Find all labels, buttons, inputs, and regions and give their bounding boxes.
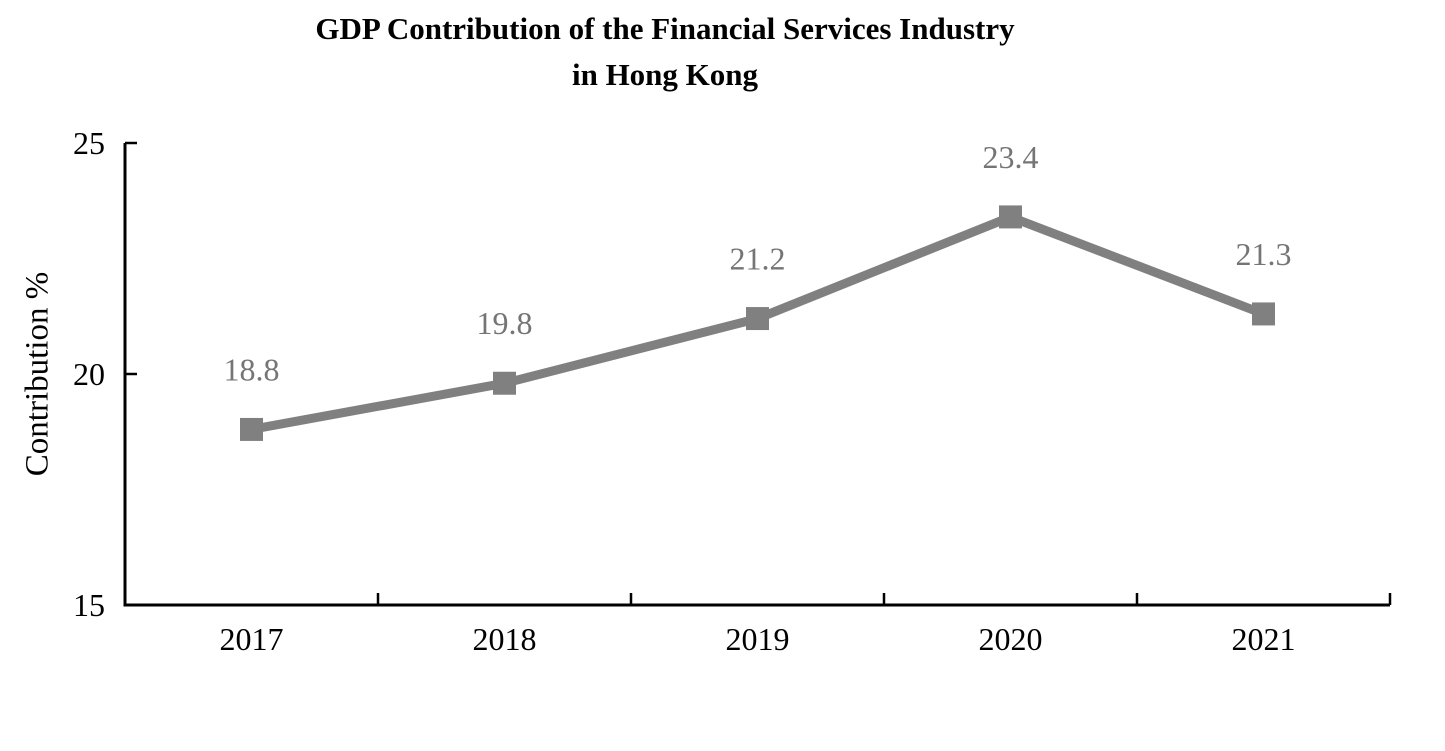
- y-tick-label: 20: [73, 356, 105, 392]
- x-tick-label: 2020: [979, 621, 1043, 657]
- x-tick-label: 2021: [1232, 621, 1296, 657]
- y-tick-label: 25: [73, 125, 105, 161]
- data-point-marker: [999, 205, 1022, 229]
- axis-lines: [123, 143, 1390, 607]
- data-point-label: 21.2: [730, 241, 786, 277]
- data-point-label: 18.8: [224, 351, 280, 387]
- data-point-label: 19.8: [477, 305, 533, 341]
- x-tick-label: 2019: [726, 621, 790, 657]
- data-point-marker: [1252, 302, 1275, 326]
- x-tick-label: 2017: [220, 621, 284, 657]
- x-tick-label: 2018: [473, 621, 537, 657]
- data-point-marker: [746, 307, 769, 331]
- data-point-marker: [493, 371, 516, 395]
- chart-title-line2: in Hong Kong: [571, 57, 759, 92]
- y-tick-label: 15: [73, 587, 105, 623]
- data-point-label: 21.3: [1236, 236, 1292, 272]
- chart-title-line1: GDP Contribution of the Financial Servic…: [315, 11, 1015, 46]
- chart-title: GDP Contribution of the Financial Servic…: [0, 6, 1330, 98]
- data-point-label: 23.4: [983, 139, 1039, 175]
- data-point-marker: [240, 417, 263, 441]
